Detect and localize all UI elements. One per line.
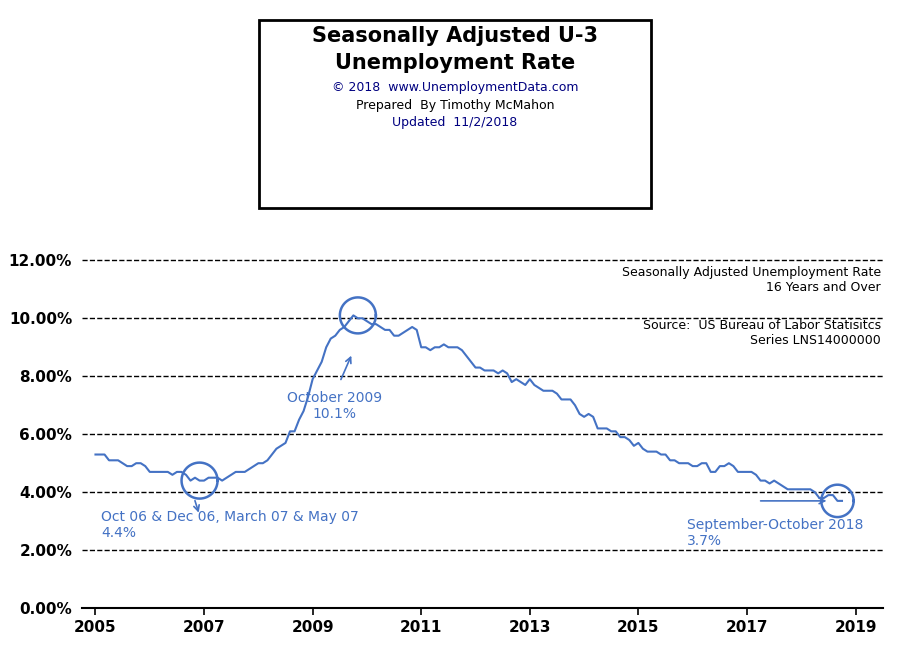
Text: Seasonally Adjusted U-3: Seasonally Adjusted U-3	[312, 26, 598, 46]
Text: Prepared  By Timothy McMahon: Prepared By Timothy McMahon	[356, 99, 554, 112]
Text: September-October 2018
3.7%: September-October 2018 3.7%	[687, 518, 864, 549]
Text: © 2018  www.UnemploymentData.com: © 2018 www.UnemploymentData.com	[332, 81, 578, 94]
Text: Unemployment Rate: Unemployment Rate	[335, 53, 575, 73]
Text: Updated  11/2/2018: Updated 11/2/2018	[392, 116, 518, 130]
Text: October 2009
10.1%: October 2009 10.1%	[287, 391, 382, 421]
Text: Seasonally Adjusted Unemployment Rate
16 Years and Over: Seasonally Adjusted Unemployment Rate 16…	[622, 266, 881, 294]
Text: Oct 06 & Dec 06, March 07 & May 07
4.4%: Oct 06 & Dec 06, March 07 & May 07 4.4%	[101, 510, 359, 540]
Text: Source:  US Bureau of Labor Statisitcs
Series LNS14000000: Source: US Bureau of Labor Statisitcs Se…	[643, 319, 881, 347]
